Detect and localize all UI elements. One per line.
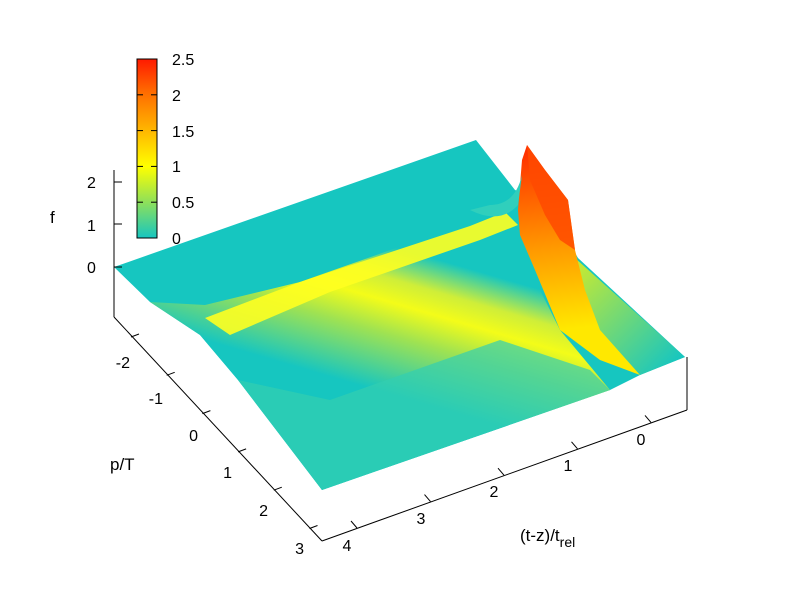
y-tick-label: 1	[223, 465, 232, 482]
y-tick-label: -2	[116, 355, 130, 372]
surface-peak-face	[527, 145, 575, 250]
surface-mesh	[114, 140, 685, 490]
x-axis-line	[321, 409, 688, 542]
colorbar-tick-label: 2	[172, 88, 181, 105]
x-tick-mark	[571, 441, 578, 450]
y-tick-mark	[309, 525, 318, 529]
x-tick-label: 4	[343, 538, 352, 555]
x-tick-mark	[350, 520, 358, 529]
surface-curl	[470, 175, 522, 217]
y-tick-mark	[202, 410, 211, 415]
x-tick-label: 0	[637, 432, 646, 449]
z-tick-label: 0	[87, 260, 96, 277]
x-tick-labels: 4 3 2 1 0	[343, 432, 646, 555]
z-tick-label: 2	[87, 175, 96, 192]
y-axis-title: p/T	[110, 455, 135, 474]
y-tick-labels: -2 -1 0 1 2 3	[116, 355, 304, 558]
colorbar-tick-label: 0.5	[172, 195, 194, 212]
z-tick-labels: 2 1 0	[87, 175, 96, 277]
x-axis-title-subscript: rel	[560, 534, 576, 550]
x-tick-label: 3	[417, 511, 426, 528]
x-tick-mark	[644, 415, 652, 423]
x-axis-title-main: (t-z)/t	[520, 526, 560, 545]
x-tick-label: 1	[564, 458, 573, 475]
y-axis-line	[113, 316, 323, 542]
colorbar-tick-label: 2.5	[172, 52, 194, 69]
surface-lower-band	[238, 340, 610, 490]
x-tick-label: 2	[490, 484, 499, 501]
y-tick-mark	[237, 448, 247, 453]
colorbar-tick-label: 1.5	[172, 124, 194, 141]
axis-ticks	[114, 181, 652, 529]
y-tick-mark	[166, 371, 175, 376]
colorbar-ticks	[137, 58, 157, 239]
y-tick-mark	[130, 333, 140, 338]
y-tick-mark	[273, 486, 282, 491]
y-tick-label: -1	[149, 391, 163, 408]
x-tick-mark	[424, 494, 431, 502]
y-tick-label: 2	[259, 503, 268, 520]
colorbar-tick-label: 0	[172, 231, 181, 248]
colorbar-tick-label: 1	[172, 159, 181, 176]
z-tick-label: 1	[87, 218, 96, 235]
colorbar: 2.5 2 1.5 1 0.5 0	[136, 52, 194, 248]
z-axis-title: f	[50, 208, 55, 227]
colorbar-gradient	[136, 58, 158, 239]
axes	[113, 170, 688, 542]
x-tick-mark	[497, 467, 505, 476]
y-tick-label: 3	[295, 541, 304, 558]
y-tick-label: 0	[189, 428, 198, 445]
surface-crest	[205, 212, 518, 335]
x-axis-title: (t-z)/trel	[520, 526, 575, 550]
